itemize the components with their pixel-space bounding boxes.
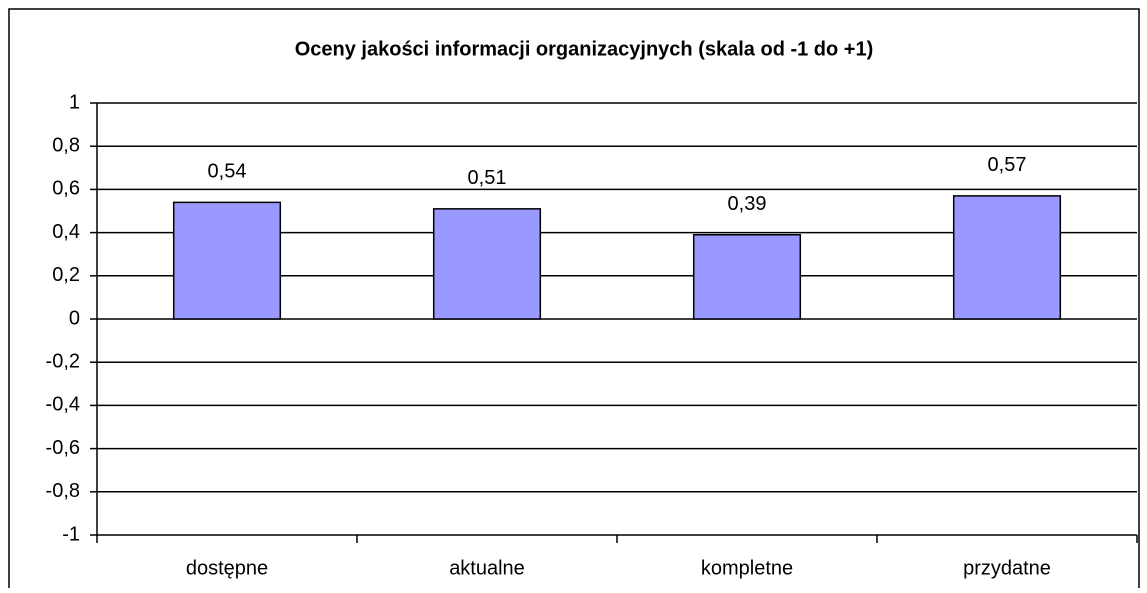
bar	[432, 208, 542, 320]
y-tick-label: 0,6	[52, 178, 80, 200]
y-tick-label: -0,8	[46, 480, 80, 502]
x-tick-label: kompletne	[701, 557, 793, 579]
x-tick-label: dostępne	[186, 557, 268, 579]
y-tick-label: 1	[69, 91, 80, 113]
data-label: 0,51	[468, 167, 507, 189]
y-tick-label: -0,4	[46, 394, 80, 416]
y-tick-label: 0,4	[52, 221, 80, 243]
chart-title: Oceny jakości informacji organizacyjnych…	[295, 38, 874, 60]
x-tick-label: aktualne	[449, 557, 525, 579]
bar	[172, 201, 282, 320]
data-label: 0,39	[728, 193, 767, 215]
y-tick-label: 0	[69, 307, 80, 329]
x-tick-label: przydatne	[963, 557, 1051, 579]
bar	[692, 234, 802, 320]
data-label: 0,54	[208, 161, 247, 183]
y-tick-label: -0,6	[46, 437, 80, 459]
bar	[952, 195, 1062, 320]
y-tick-label: -0,2	[46, 350, 80, 372]
y-tick-label: -1	[62, 523, 80, 545]
data-label: 0,57	[988, 154, 1027, 176]
y-tick-label: 0,2	[52, 264, 80, 286]
y-tick-label: 0,8	[52, 134, 80, 156]
